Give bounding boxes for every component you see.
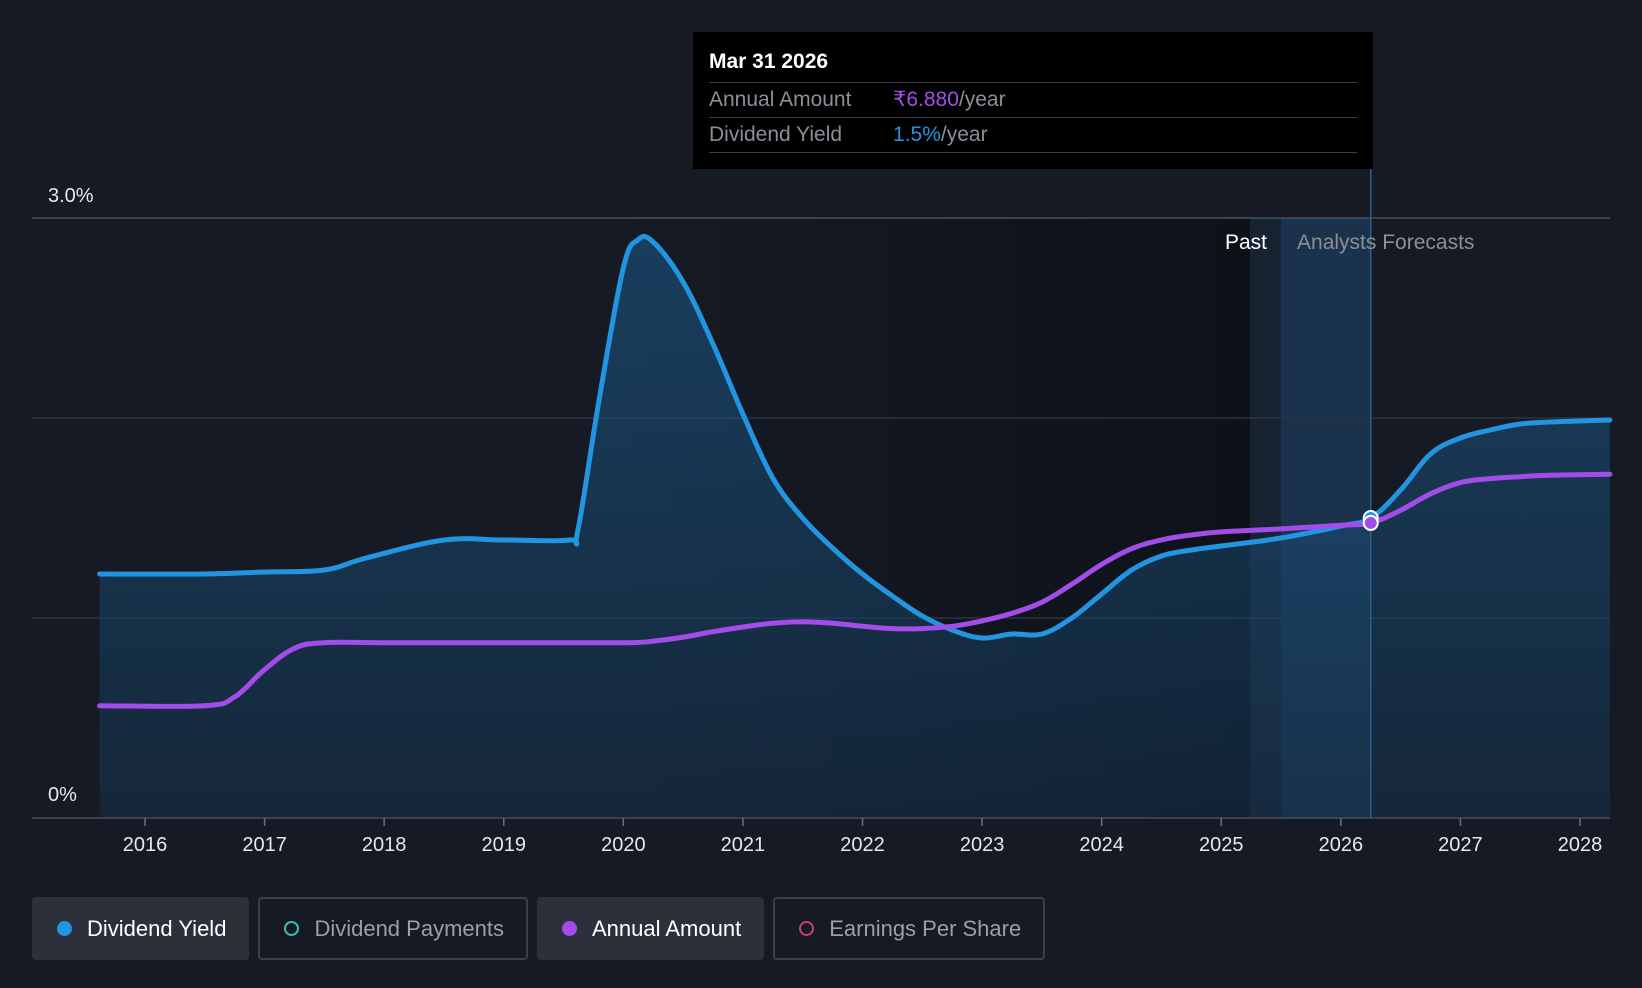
- dividend-payments-ring-icon: [284, 921, 300, 936]
- legend-item-dividend-yield[interactable]: Dividend Yield: [32, 897, 250, 960]
- x-tick-label: 2021: [721, 834, 766, 856]
- annual-amount-dot-icon: [561, 921, 577, 936]
- chart-legend: Dividend Yield Dividend Payments Annual …: [32, 897, 1046, 960]
- tooltip-annual-amount-value: ₹6.880: [893, 88, 959, 111]
- x-tick-label: 2026: [1319, 834, 1364, 856]
- earnings-per-share-ring-icon: [799, 921, 815, 936]
- x-tick-label: 2017: [242, 834, 287, 856]
- annual-amount-line: [97, 471, 1613, 709]
- x-tick-label: 2025: [1199, 834, 1244, 856]
- legend-label-dividend-payments: Dividend Payments: [314, 915, 504, 941]
- hover-tooltip: Mar 31 2026 Annual Amount ₹6.880 /year D…: [693, 32, 1373, 169]
- tooltip-annual-amount-label: Annual Amount: [709, 88, 852, 111]
- tooltip-annual-amount-unit: /year: [958, 88, 1006, 111]
- x-tick-label: 2016: [123, 834, 168, 856]
- y-tick-label: 3.0%: [48, 185, 94, 207]
- x-tick-label: 2018: [362, 834, 407, 856]
- forecast-region-label: Analysts Forecasts: [1297, 231, 1474, 254]
- legend-item-earnings-per-share[interactable]: Earnings Per Share: [773, 897, 1046, 960]
- legend-label-dividend-yield: Dividend Yield: [87, 915, 227, 941]
- legend-item-dividend-payments[interactable]: Dividend Payments: [258, 897, 528, 960]
- tooltip-dividend-yield-unit: /year: [940, 123, 988, 146]
- tooltip-row-dividend-yield: Dividend Yield 1.5% /year: [709, 118, 1357, 153]
- past-region-label: Past: [1225, 231, 1267, 254]
- tooltip-row-annual-amount: Annual Amount ₹6.880 /year: [709, 83, 1357, 118]
- annual-amount-marker: [1362, 514, 1379, 531]
- legend-item-annual-amount[interactable]: Annual Amount: [536, 897, 765, 960]
- y-tick-label: 0%: [48, 784, 77, 806]
- x-tick-label: 2022: [840, 834, 885, 856]
- x-tick-label: 2020: [601, 834, 646, 856]
- tooltip-dividend-yield-label: Dividend Yield: [709, 123, 843, 146]
- tooltip-date: Mar 31 2026: [709, 46, 1357, 83]
- x-tick-label: 2024: [1079, 834, 1124, 856]
- x-tick-label: 2023: [960, 834, 1005, 856]
- x-tick-label: 2027: [1438, 834, 1483, 856]
- legend-label-earnings-per-share: Earnings Per Share: [829, 915, 1022, 941]
- dividend-yield-dot-icon: [57, 921, 72, 936]
- x-tick-label: 2019: [482, 834, 527, 856]
- dividend-yield-area: [99, 236, 1610, 818]
- legend-label-annual-amount: Annual Amount: [591, 915, 742, 941]
- x-tick-label: 2028: [1558, 834, 1603, 856]
- tooltip-dividend-yield-value: 1.5%: [893, 123, 941, 146]
